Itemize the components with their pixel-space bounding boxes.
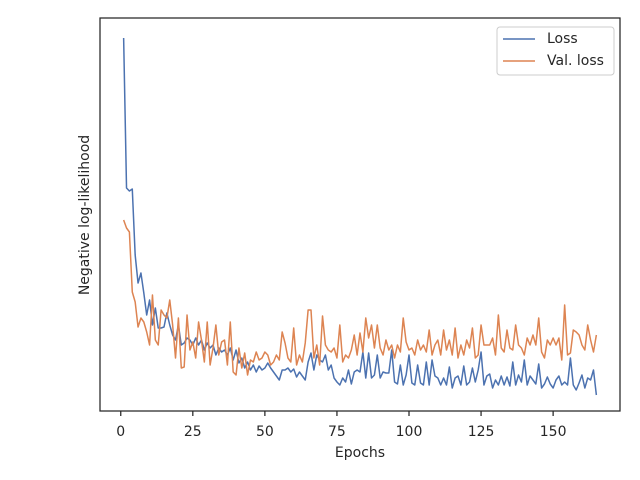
x-tick-label: 25 (184, 424, 202, 440)
line-series (122, 37, 598, 396)
legend-label: Val. loss (547, 53, 604, 69)
x-tick-label: 150 (540, 424, 567, 440)
legend-label: Loss (547, 31, 578, 47)
x-tick-label: 100 (396, 424, 423, 440)
x-tick-label: 125 (468, 424, 495, 440)
x-axis-label: Epochs (335, 445, 385, 461)
x-tick-label: 0 (116, 424, 125, 440)
line-series (122, 219, 598, 376)
x-tick-label: 50 (256, 424, 274, 440)
plot-frame (99, 17, 621, 412)
y-axis-label: Negative log-likelihood (77, 135, 93, 295)
x-tick-label: 75 (328, 424, 346, 440)
